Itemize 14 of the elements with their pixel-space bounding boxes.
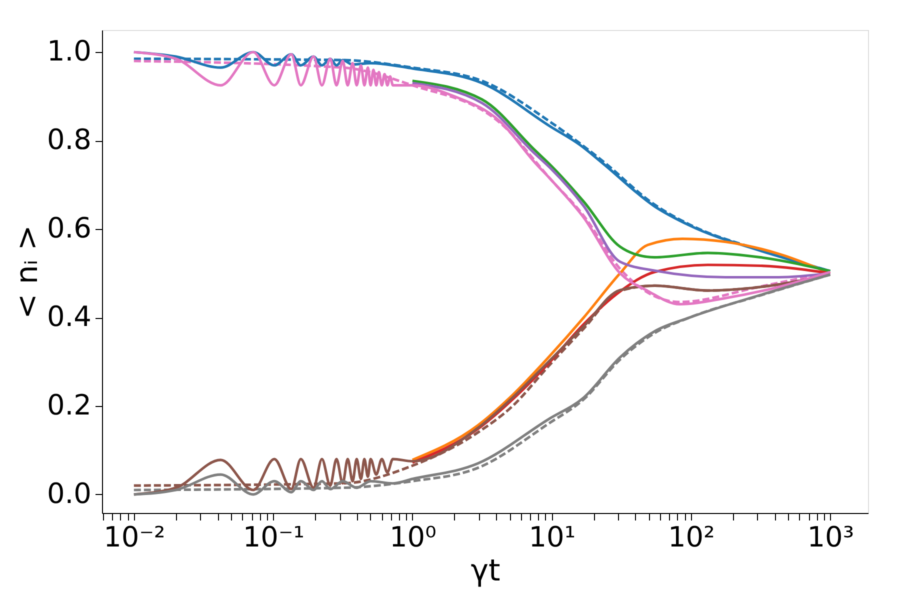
- y-tick-label: 0.6: [46, 212, 92, 245]
- x-tick-label: 10⁻¹: [242, 520, 304, 554]
- y-tick-label: 1.0: [46, 34, 92, 68]
- x-axis-title: γt: [470, 554, 500, 588]
- y-tick-label: 0.8: [46, 123, 92, 156]
- x-tick-label: 10¹: [528, 520, 576, 554]
- y-axis-title: < nᵢ >: [10, 225, 45, 319]
- y-tick-label: 0.2: [46, 388, 92, 422]
- x-tick-label: 10⁻²: [104, 520, 166, 554]
- y-tick-label: 0.0: [46, 476, 92, 510]
- x-tick-label: 10²: [668, 520, 715, 554]
- x-tick-label: 10⁰: [389, 520, 436, 554]
- y-tick-label: 0.4: [46, 300, 92, 333]
- x-tick-label: 10³: [807, 520, 854, 554]
